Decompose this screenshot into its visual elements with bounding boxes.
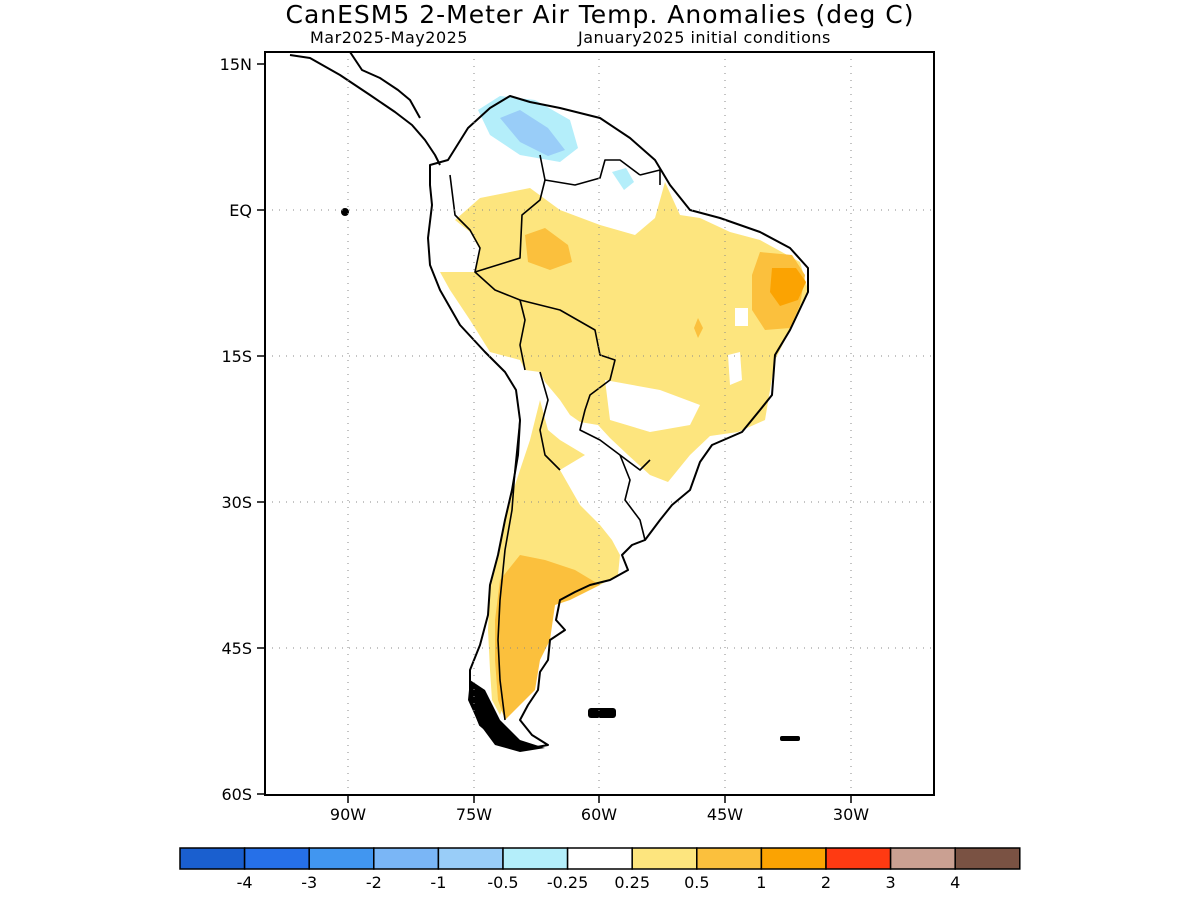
lon-label-75w: 75W [456,805,492,824]
map-content [265,52,934,795]
axis-ticks [257,63,852,803]
colorbar-labels: -4 -3 -2 -1 -0.5 -0.25 0.25 0.5 1 2 3 4 [237,873,961,892]
colorbar-box [631,847,698,870]
neutral-hole-1 [735,308,748,326]
lat-labels: 15N EQ 15S 30S 45S 60S [220,55,252,804]
lat-label-eq: EQ [229,201,252,220]
falkland-islands [588,708,616,718]
colorbar-box [179,847,246,870]
colorbar-box [825,847,892,870]
colorbar-label: 0.25 [614,873,650,892]
colorbar-box [760,847,827,870]
colorbar-label: 4 [950,873,960,892]
warm-anomaly-core [770,268,806,306]
country-borders-north [449,154,661,273]
warm-anomaly-spot [694,318,703,338]
forecast-period: Mar2025-May2025 [310,28,468,47]
colorbar-box [437,847,504,870]
colorbar-label: -2 [366,873,382,892]
lon-label-30w: 30W [833,805,869,824]
warm-anomaly-w-amazon [525,228,572,270]
graticule [265,52,934,795]
colorbar-box [566,847,633,870]
lat-label-15s: 15S [221,347,252,366]
colorbar-label: -4 [237,873,253,892]
colorbar-label: -3 [301,873,317,892]
central-america-north [349,52,421,119]
colorbar: -4 -3 -2 -1 -0.5 -0.25 0.25 0.5 1 2 3 4 [179,847,1021,892]
colorbar-label: 0.5 [684,873,709,892]
neutral-hole-2 [728,352,742,385]
colorbar-box [696,847,763,870]
colorbar-boxes [179,847,1021,870]
lat-label-60s: 60S [221,785,252,804]
colorbar-box [954,847,1021,870]
colorbar-box [502,847,569,870]
colorbar-box [243,847,310,870]
neutral-hole-3 [605,380,700,432]
coastlines [289,52,809,751]
colorbar-label: -0.5 [487,873,518,892]
warm-anomaly-amazon [440,182,808,482]
colorbar-box [373,847,440,870]
lat-label-45s: 45S [221,639,252,658]
south-georgia [780,736,800,741]
lat-label-15n: 15N [220,55,252,74]
colorbar-box [889,847,956,870]
lon-label-45w: 45W [707,805,743,824]
lon-label-90w: 90W [330,805,366,824]
tierra-del-fuego [468,680,545,752]
colorbar-label: -1 [430,873,446,892]
colorbar-box [308,847,375,870]
central-america-outline [289,54,441,166]
anomaly-fields [440,96,808,720]
lon-labels: 90W 75W 60W 45W 30W [330,805,869,824]
initial-conditions: January2025 initial conditions [578,28,831,47]
lon-label-60w: 60W [581,805,617,824]
galapagos-islands [341,208,349,216]
colorbar-label: 2 [821,873,831,892]
cold-anomaly-strong [500,110,565,156]
lat-label-30s: 30S [221,493,252,512]
map-title: CanESM5 2-Meter Air Temp. Anomalies (deg… [285,0,915,29]
colorbar-label: 3 [886,873,896,892]
colorbar-label: -0.25 [547,873,588,892]
colorbar-label: 1 [756,873,766,892]
warm-anomaly-patagonia [495,555,600,720]
islands [341,208,800,752]
south-america-outline [427,95,809,751]
country-borders-south [497,419,646,721]
cold-anomaly-guiana [612,168,634,190]
